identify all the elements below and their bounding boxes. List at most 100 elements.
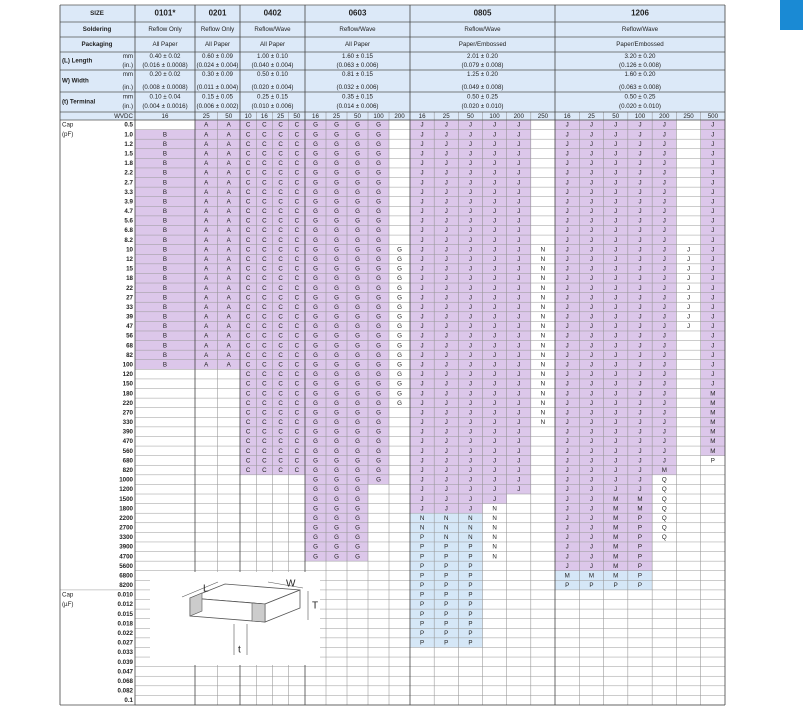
- dim-in: (0.006 ± 0.002): [197, 103, 239, 110]
- wvdc: 250: [538, 113, 549, 120]
- cell-code: J: [469, 409, 472, 416]
- cell-code: M: [710, 400, 715, 407]
- cell-code: J: [469, 246, 472, 253]
- row-label: mm: [123, 71, 133, 78]
- dim-in: (0.079 ± 0.008): [462, 62, 504, 69]
- cell-code: J: [566, 457, 569, 464]
- row-label: SIZE: [90, 10, 104, 17]
- cell-code: G: [313, 342, 318, 349]
- cell-code: C: [278, 122, 283, 129]
- cell-code: G: [355, 275, 360, 282]
- cell-code: M: [613, 572, 618, 579]
- cell-code: J: [493, 467, 496, 474]
- cell-code: G: [334, 246, 339, 253]
- cell-code: J: [590, 170, 593, 177]
- cell-code: B: [163, 208, 167, 215]
- cell-code: A: [204, 218, 209, 225]
- cell-code: G: [313, 227, 318, 234]
- cell-code: A: [204, 333, 209, 340]
- cell-code: C: [295, 361, 300, 368]
- cap-value: 100: [123, 361, 134, 368]
- cell-code: P: [468, 553, 472, 560]
- cell-code: B: [163, 314, 167, 321]
- cell-code: J: [493, 381, 496, 388]
- cell-code: J: [566, 208, 569, 215]
- cell-code: C: [262, 361, 267, 368]
- cell-code: J: [469, 342, 472, 349]
- cell-code: G: [355, 525, 360, 532]
- cell-code: C: [262, 400, 267, 407]
- cell-code: G: [313, 525, 318, 532]
- cell-code: J: [517, 438, 520, 445]
- cell-code: J: [711, 294, 714, 301]
- cell-code: G: [376, 256, 381, 263]
- dim-in: (0.049 ± 0.008): [462, 84, 504, 91]
- cell-code: J: [566, 314, 569, 321]
- cell-code: C: [295, 237, 300, 244]
- cell-code: B: [163, 256, 167, 263]
- cell-code: J: [469, 333, 472, 340]
- cell-code: J: [711, 266, 714, 273]
- cell-code: J: [663, 122, 666, 129]
- cell-code: J: [493, 160, 496, 167]
- cell-code: J: [614, 381, 617, 388]
- cell-code: A: [204, 352, 209, 359]
- cell-code: J: [687, 314, 690, 321]
- cell-code: J: [614, 409, 617, 416]
- cell-code: C: [246, 448, 251, 455]
- wvdc: 16: [261, 113, 268, 120]
- cell-code: G: [355, 515, 360, 522]
- cell-code: G: [334, 381, 339, 388]
- cell-code: G: [355, 544, 360, 551]
- cell-code: C: [295, 151, 300, 158]
- cell-code: J: [663, 256, 666, 263]
- cell-code: G: [376, 390, 381, 397]
- cell-code: C: [262, 218, 267, 225]
- cell-code: P: [420, 544, 424, 551]
- cell-code: N: [541, 342, 545, 349]
- cell-code: J: [638, 409, 641, 416]
- dim-label: T: [312, 601, 318, 612]
- cell-code: J: [469, 208, 472, 215]
- cell-code: G: [397, 285, 402, 292]
- cell-code: C: [246, 333, 251, 340]
- cell-code: J: [469, 256, 472, 263]
- cell-code: G: [313, 419, 318, 426]
- cell-code: M: [710, 438, 715, 445]
- cell-code: C: [278, 227, 283, 234]
- cell-code: J: [687, 275, 690, 282]
- cell-code: J: [590, 553, 593, 560]
- cell-code: J: [493, 457, 496, 464]
- cap-value: 39: [126, 314, 133, 321]
- cell-code: J: [590, 122, 593, 129]
- cell-code: A: [227, 227, 232, 234]
- cell-code: C: [262, 275, 267, 282]
- cell-code: C: [278, 371, 283, 378]
- wvdc: 200: [394, 113, 405, 120]
- cell-code: N: [492, 525, 496, 532]
- cell-code: G: [313, 266, 318, 273]
- cell-code: G: [355, 198, 360, 205]
- wvdc: 50: [293, 113, 300, 120]
- cell-code: J: [445, 314, 448, 321]
- cell-code: J: [590, 246, 593, 253]
- cell-code: J: [638, 486, 641, 493]
- cell-code: C: [295, 381, 300, 388]
- cell-code: M: [710, 419, 715, 426]
- row-label: (in.): [122, 103, 133, 110]
- size-name: 0805: [474, 9, 492, 18]
- cap-value: 3300: [119, 534, 133, 541]
- cell-code: N: [420, 515, 424, 522]
- cell-code: C: [295, 352, 300, 359]
- wvdc: 100: [373, 113, 384, 120]
- cell-code: B: [163, 141, 167, 148]
- cell-code: M: [710, 390, 715, 397]
- cell-code: G: [376, 189, 381, 196]
- cell-code: J: [638, 285, 641, 292]
- cell-code: J: [445, 285, 448, 292]
- cell-code: J: [566, 467, 569, 474]
- cap-value: 5.6: [124, 218, 133, 225]
- cell-code: J: [421, 179, 424, 186]
- cell-code: P: [420, 553, 424, 560]
- cell-code: G: [334, 131, 339, 138]
